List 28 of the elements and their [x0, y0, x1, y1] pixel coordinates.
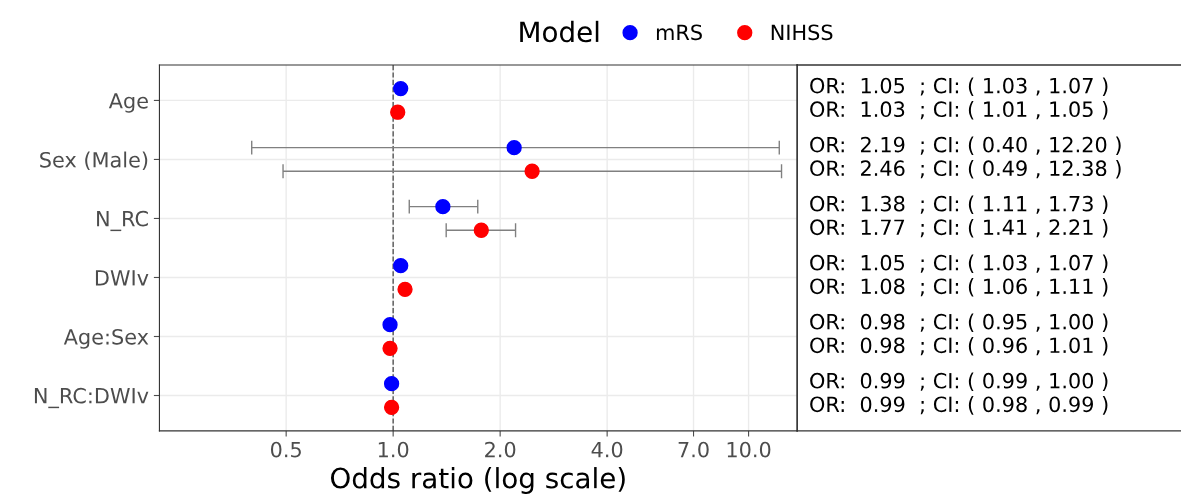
x-tick-label: 1.0 [378, 441, 409, 458]
y-tick-label: Age:Sex [63, 328, 149, 349]
text: OR: 2.19 ; CI: ( 0.40 , 12.20 ) [810, 136, 1121, 155]
text: OR: 1.05 ; CI: ( 1.03 , 1.07 ) [810, 77, 1108, 96]
text: OR: 0.99 ; CI: ( 0.99 , 1.00 ) [810, 372, 1108, 392]
text: OR: 1.03 ; CI: ( 1.01 , 1.05 ) [810, 100, 1108, 120]
text: OR: 1.05 ; CI: ( 1.03 , 1.07 ) [810, 254, 1108, 273]
text: OR: 1.08 ; CI: ( 1.06 , 1.11 ) [810, 278, 1108, 297]
text: OR: 0.98 ; CI: ( 0.95 , 1.00 ) [810, 313, 1108, 333]
y-tick-label: DWIv [95, 270, 149, 286]
y-tick-label: N_RC [97, 210, 148, 232]
x-tick-label: 0.5 [270, 441, 301, 458]
y-tick-label: Age [108, 93, 148, 113]
x-tick-label: 4.0 [591, 441, 623, 458]
text: OR: 1.77 ; CI: ( 1.41 , 2.21 ) [810, 219, 1108, 238]
text: OR: 2.46 ; CI: ( 0.49 , 12.38 ) [810, 160, 1121, 179]
text: OR: 1.38 ; CI: ( 1.11 , 1.73 ) [810, 195, 1108, 214]
y-tick-label: N_RC:DWIv [34, 387, 149, 409]
x-axis-title: Odds ratio (log scale) [331, 467, 625, 494]
legend-label: NIHSS [771, 24, 833, 41]
x-tick-label: 2.0 [485, 441, 516, 458]
x-tick-label: 7.0 [678, 441, 709, 458]
y-tick-label: Sex (Male) [40, 151, 148, 171]
legend-title: Model [520, 20, 599, 43]
x-tick-label: 10.0 [727, 441, 771, 458]
text: OR: 0.99 ; CI: ( 0.98 , 0.99 ) [810, 396, 1108, 415]
legend-label: mRS [656, 24, 702, 41]
text: OR: 0.98 ; CI: ( 0.96 , 1.01 ) [810, 337, 1108, 356]
